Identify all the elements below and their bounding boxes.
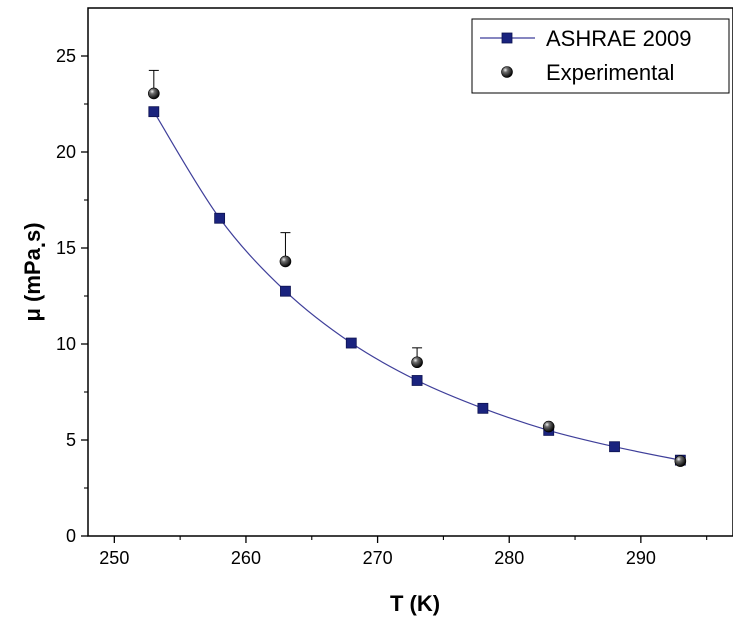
- ashrae-point: [148, 106, 160, 118]
- experimental-point: [411, 356, 423, 369]
- y-axis-title-main: μ (mPa: [20, 247, 45, 321]
- y-tick-label: 5: [66, 430, 76, 450]
- y-axis-title-dot: .: [25, 242, 50, 248]
- ashrae-line: [153, 111, 681, 461]
- y-tick-label: 0: [66, 526, 76, 546]
- x-axis-title: T (K): [390, 591, 440, 616]
- plot-frame: [87, 7, 733, 537]
- y-axis-ticks: 0 5 10 15 20 25: [56, 46, 88, 546]
- ashrae-point: [214, 212, 226, 224]
- y-tick-label: 10: [56, 334, 76, 354]
- legend-label-experimental: Experimental: [546, 60, 674, 85]
- legend-sphere-swatch: [501, 66, 513, 78]
- experimental-point: [542, 420, 555, 433]
- legend-box: [471, 18, 730, 94]
- y-tick-label: 25: [56, 46, 76, 66]
- ashrae-point: [345, 337, 357, 349]
- y-tick-label: 15: [56, 238, 76, 258]
- legend-label-ashrae: ASHRAE 2009: [546, 26, 692, 51]
- y-axis-title-tail: s): [20, 222, 45, 242]
- y-tick-label: 20: [56, 142, 76, 162]
- legend: ASHRAE 2009 Experimental: [471, 18, 730, 94]
- y-axis-title: μ (mPa.s): [20, 222, 50, 321]
- experimental-point: [674, 455, 687, 467]
- ashrae-point: [280, 285, 291, 297]
- experimental-point: [148, 87, 160, 100]
- series-layer: [148, 69, 687, 467]
- x-tick-label: 270: [363, 548, 393, 568]
- x-tick-label: 260: [231, 548, 261, 568]
- legend-item-experimental: Experimental: [501, 60, 674, 85]
- x-tick-label: 250: [99, 548, 129, 568]
- x-tick-label: 290: [626, 548, 656, 568]
- ashrae-point: [477, 402, 489, 414]
- ashrae-point: [609, 441, 620, 453]
- x-tick-label: 280: [494, 548, 524, 568]
- legend-square-swatch: [501, 32, 513, 44]
- x-axis-ticks: 250 260 270 280 290: [99, 536, 708, 568]
- experimental-point: [279, 255, 292, 268]
- legend-item-ashrae: ASHRAE 2009: [480, 26, 692, 51]
- ashrae-point: [411, 375, 423, 386]
- svg-text:μ (mPa.s): μ (mPa.s): [20, 222, 50, 321]
